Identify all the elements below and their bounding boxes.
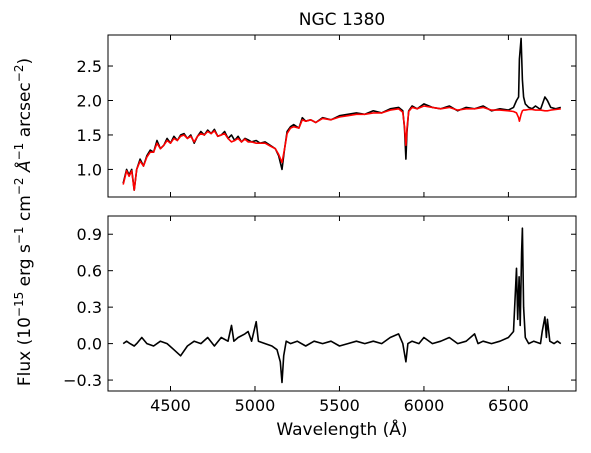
y-axis-label: Flux (10−15 erg s−1 cm−2 Å−1 arcsec−2) <box>12 58 35 386</box>
top-series-model-red <box>122 105 561 191</box>
bottom-x-ticks: 4500 5000 5500 6000 6500 <box>150 216 529 415</box>
bottom-y-tick-label: 0.9 <box>77 225 102 244</box>
bottom-panel: −0.3 0.0 0.3 0.6 0.9 4500 5000 5500 6000 6500 Wa… <box>63 215 577 440</box>
top-plot-frame <box>107 34 577 198</box>
bottom-y-tick-label: 0.0 <box>77 335 102 354</box>
top-panel: NGC 1380 1.0 1.5 2.0 2.5 <box>77 10 577 198</box>
chart-title: NGC 1380 <box>299 10 385 30</box>
top-y-ticks: 1.0 1.5 2.0 2.5 <box>77 57 576 179</box>
top-y-tick-label: 2.0 <box>77 91 102 110</box>
top-series-observed-black <box>122 37 562 191</box>
bottom-plot-frame <box>107 215 577 392</box>
x-tick-label: 5500 <box>319 396 360 415</box>
top-x-ticks <box>170 35 509 197</box>
x-tick-label: 6500 <box>488 396 529 415</box>
bottom-series <box>122 227 562 384</box>
bottom-series-observed-black <box>122 227 562 384</box>
top-y-tick-label: 2.5 <box>77 57 102 76</box>
top-y-tick-label: 1.5 <box>77 126 102 145</box>
bottom-y-tick-label: −0.3 <box>63 371 102 390</box>
top-y-tick-label: 1.0 <box>77 160 102 179</box>
bottom-y-ticks: −0.3 0.0 0.3 0.6 0.9 <box>63 225 576 390</box>
x-tick-label: 4500 <box>150 396 191 415</box>
top-series <box>122 37 562 191</box>
bottom-y-tick-label: 0.6 <box>77 262 102 281</box>
bottom-y-tick-label: 0.3 <box>77 298 102 317</box>
x-tick-label: 6000 <box>404 396 445 415</box>
x-axis-label: Wavelength (Å) <box>276 418 407 440</box>
x-tick-label: 5000 <box>235 396 276 415</box>
